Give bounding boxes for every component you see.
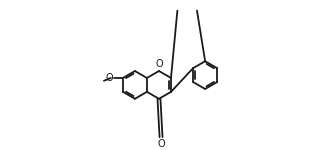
Text: O: O <box>106 73 113 83</box>
Text: O: O <box>156 59 164 69</box>
Text: O: O <box>157 139 165 149</box>
